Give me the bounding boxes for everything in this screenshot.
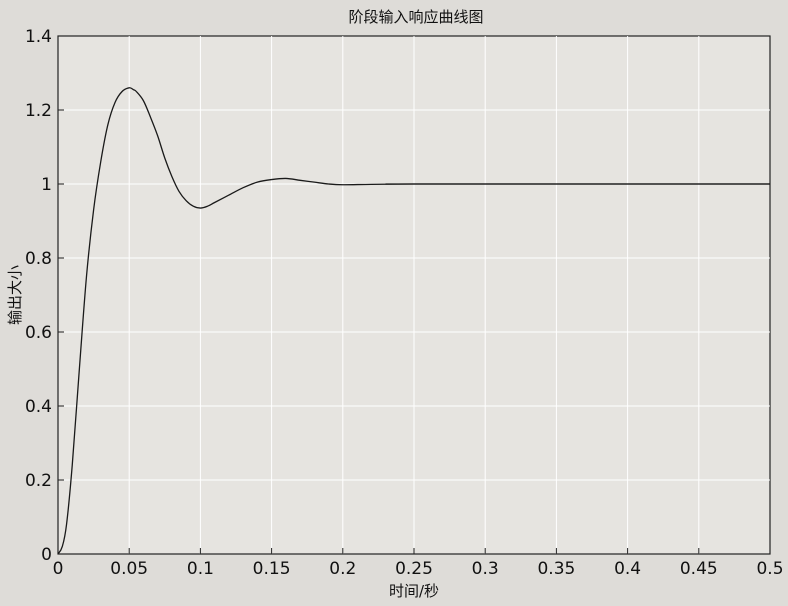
grid	[58, 36, 770, 554]
x-tick-label: 0.25	[395, 559, 433, 579]
series-layer	[57, 87, 770, 555]
y-tick-label: 0.2	[25, 471, 52, 491]
y-tick-label: 0	[41, 545, 52, 565]
y-tick-label: 1	[41, 175, 52, 195]
y-axis: 0 0.2 0.4 0.6 0.8 1 1.2 1.4	[25, 27, 64, 565]
y-tick-label: 0.6	[25, 323, 52, 343]
x-axis: 0 0.05 0.1 0.15 0.2 0.25 0.3 0.35 0.4 0.45 0.5	[53, 548, 784, 579]
x-tick-label: 0.5	[756, 559, 783, 579]
x-tick-label: 0.15	[253, 559, 291, 579]
step-response-line	[57, 87, 770, 555]
x-tick-label: 0.3	[472, 559, 499, 579]
x-tick-label: 0.45	[680, 559, 718, 579]
x-tick-label: 0.05	[110, 559, 148, 579]
x-tick-label: 0.2	[329, 559, 356, 579]
y-tick-label: 1.2	[25, 101, 52, 121]
y-tick-label: 0.8	[25, 249, 52, 269]
chart-title: 阶段输入响应曲线图	[348, 8, 483, 26]
x-tick-label: 0.4	[614, 559, 641, 579]
x-tick-label: 0	[53, 559, 64, 579]
y-tick-label: 0.4	[25, 397, 52, 417]
x-tick-label: 0.1	[187, 559, 214, 579]
x-axis-label: 时间/秒	[389, 582, 439, 600]
y-tick-label: 1.4	[25, 27, 52, 47]
y-axis-label: 输出大小	[6, 265, 24, 325]
x-tick-label: 0.35	[537, 559, 575, 579]
